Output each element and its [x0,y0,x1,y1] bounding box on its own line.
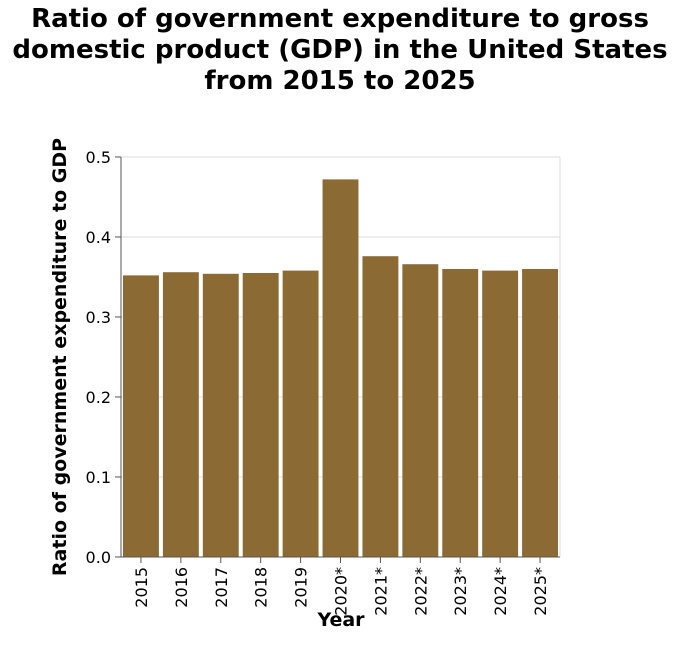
y-axis-title: Ratio of government expenditure to GDP [49,138,71,576]
bar-2022-projected [402,264,439,557]
bar-2016 [162,272,199,557]
chart-title: Ratio of government expenditure to gross… [0,4,680,97]
chart-title-line-1: Ratio of government expenditure to gross [31,4,649,34]
x-tick-label: 2016 [172,567,191,608]
axes [115,156,560,563]
x-tick-label: 2023* [451,567,470,616]
bars [123,179,558,557]
bar-2019 [282,270,319,557]
y-tick-label: 0.4 [86,228,111,247]
y-tick-label: 0.3 [86,308,111,327]
tick-labels: 0.0 0.1 0.2 0.3 0.4 0.5 2015 2016 2017 2018 2019 20… [86,148,550,616]
chart-title-line-3: from 2015 to 2025 [204,66,476,96]
bar-2024-projected [482,270,519,557]
y-tick-label: 0.5 [86,148,111,167]
x-tick-label: 2018 [252,567,271,608]
chart-title-line-2: domestic product (GDP) in the United Sta… [12,35,668,65]
bar-2025-projected [522,269,558,557]
x-tick-label: 2017 [212,567,231,608]
x-tick-label: 2020* [332,567,351,616]
bar-2017 [202,273,239,557]
x-tick-label: 2024* [491,567,510,616]
x-tick-label: 2025* [531,567,550,616]
bar-2021-projected [362,256,399,557]
x-tick-label: 2015 [132,567,151,608]
bar-2018 [242,273,279,557]
x-tick-label: 2021* [371,567,390,616]
x-tick-label: 2022* [411,567,430,616]
bar-2020-projected [322,179,359,557]
x-axis-title: Year [316,609,365,631]
y-tick-label: 0.0 [86,548,111,567]
y-tick-label: 0.2 [86,388,111,407]
bar-2015 [123,275,159,557]
bar-2023-projected [442,269,479,557]
x-tick-label: 2019 [292,567,311,608]
y-tick-label: 0.1 [86,468,111,487]
